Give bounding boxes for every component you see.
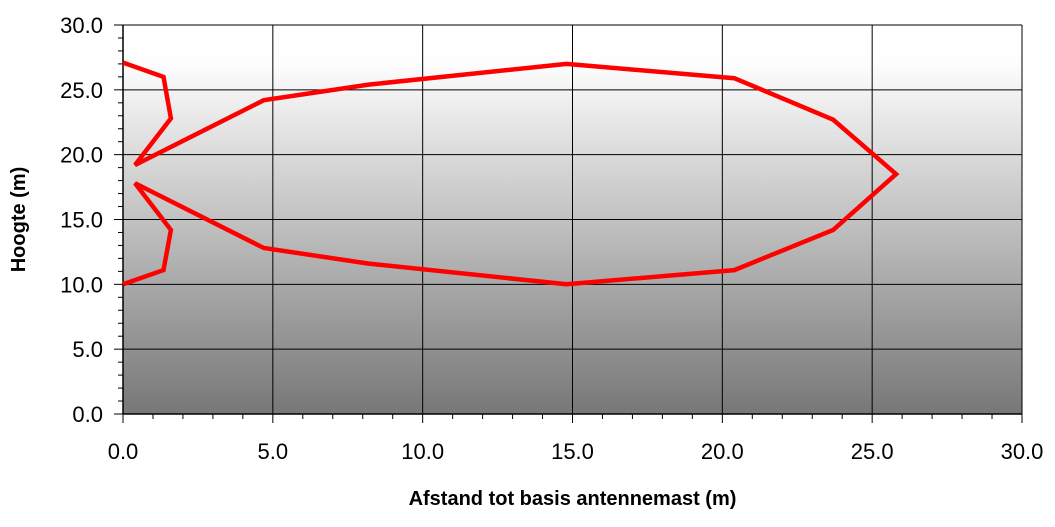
y-tick-label: 30.0 <box>60 13 103 38</box>
y-tick-label: 5.0 <box>72 337 103 362</box>
x-tick-labels: 0.0 5.0 10.0 15.0 20.0 25.0 30.0 <box>108 439 1044 464</box>
x-tick-label: 10.0 <box>401 439 444 464</box>
y-tick-label: 20.0 <box>60 143 103 168</box>
series-line <box>122 60 900 287</box>
y-tick-label: 25.0 <box>60 78 103 103</box>
x-tick-label: 20.0 <box>701 439 744 464</box>
y-tick-label: 0.0 <box>72 402 103 427</box>
series-layer <box>122 60 900 287</box>
x-tick-label: 30.0 <box>1001 439 1044 464</box>
x-axis-title: Afstand tot basis antennemast (m) <box>409 488 737 510</box>
y-axis-title: Hoogte (m) <box>8 167 30 273</box>
x-tick-label: 25.0 <box>851 439 894 464</box>
y-tick-labels: 0.0 5.0 10.0 15.0 20.0 25.0 30.0 <box>60 13 103 427</box>
y-tick-label: 10.0 <box>60 272 103 297</box>
x-tick-label: 5.0 <box>258 439 289 464</box>
x-tick-label: 15.0 <box>551 439 594 464</box>
x-tick-label: 0.0 <box>108 439 139 464</box>
axes <box>114 24 1023 423</box>
y-tick-label: 15.0 <box>60 208 103 233</box>
